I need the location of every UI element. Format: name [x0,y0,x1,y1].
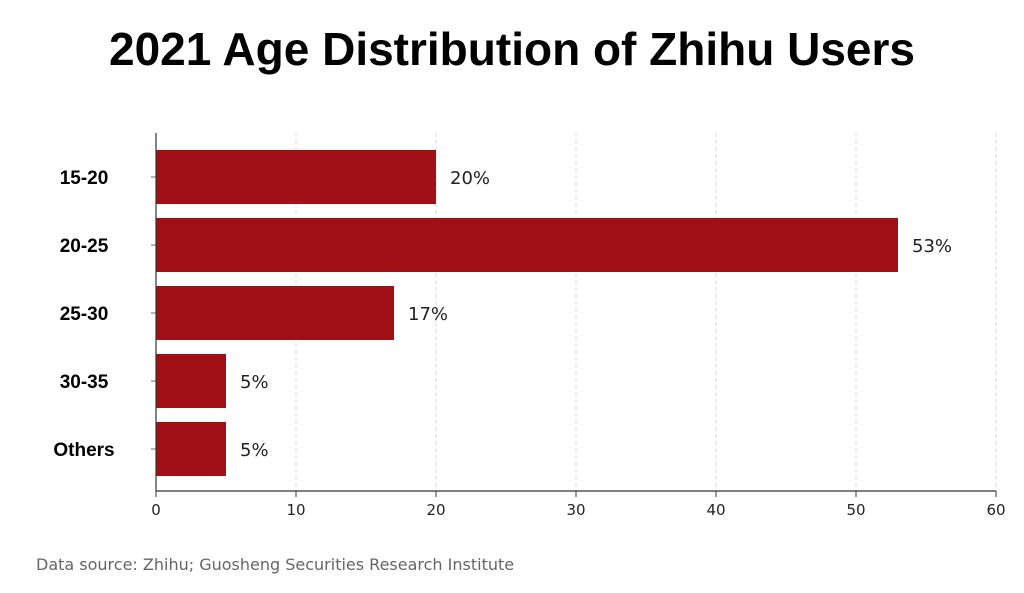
x-tick-label: 10 [286,501,305,519]
data-label: 53% [912,236,952,257]
bar-20-25 [156,218,898,272]
data-label: 5% [240,440,269,461]
x-tick-label: 50 [846,501,865,519]
y-tick-label: 20-25 [60,236,109,257]
y-tick-label: 25-30 [60,304,109,325]
data-label: 17% [408,304,448,325]
x-tick-label: 0 [151,501,161,519]
bar-15-20 [156,150,436,204]
data-label: 20% [450,168,490,189]
chart-title: 2021 Age Distribution of Zhihu Users [109,23,915,75]
bar-others [156,422,226,476]
y-tick-label: 30-35 [60,372,109,393]
x-tick-label: 20 [426,501,445,519]
data-labels: 20% 53% 17% 5% 5% [240,168,952,461]
bars [156,150,898,476]
bar-30-35 [156,354,226,408]
data-label: 5% [240,372,269,393]
x-tick-label: 60 [986,501,1005,519]
x-tick-label: 40 [706,501,725,519]
bar-25-30 [156,286,394,340]
data-source-note: Data source: Zhihu; Guosheng Securities … [36,555,515,574]
x-tick-label: 30 [566,501,585,519]
y-tick-label: Others [53,440,114,461]
axes: 15-20 20-25 25-30 30-35 Others 0 10 20 30 40 50 60 [53,133,1006,519]
y-tick-label: 15-20 [60,168,109,189]
